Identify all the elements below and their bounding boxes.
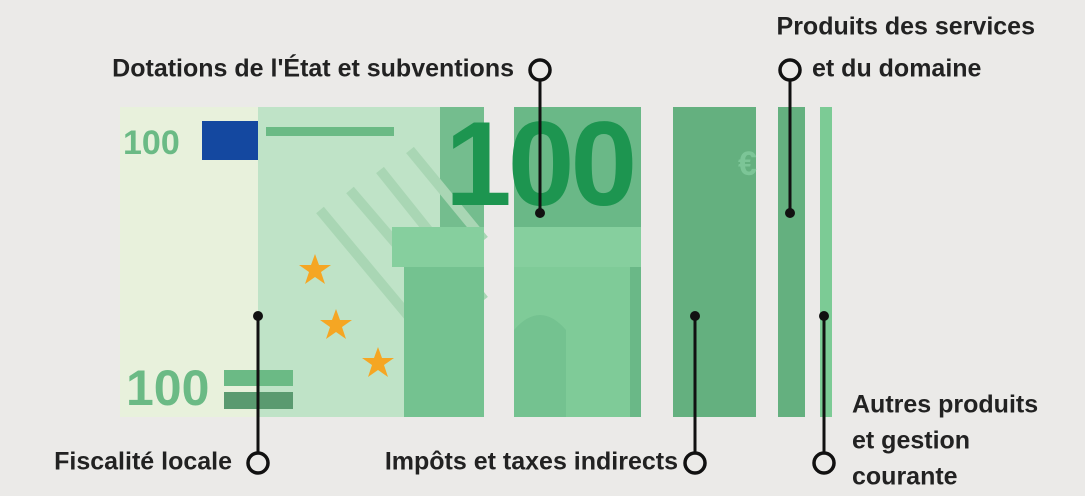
label: Impôts et taxes indirects xyxy=(385,448,678,476)
label: et gestion xyxy=(852,427,970,455)
denomination: 100 xyxy=(123,124,180,162)
currency: € xyxy=(738,145,757,183)
label: Fiscalité locale xyxy=(54,448,232,476)
arch-pillar xyxy=(404,267,484,417)
label: Produits des services xyxy=(777,13,1035,41)
illustration: 100 100 100 € Fiscalité locale Dotations… xyxy=(0,0,1085,496)
label: courante xyxy=(852,463,958,491)
arch-top xyxy=(392,227,484,267)
label: et du domaine xyxy=(812,55,982,83)
label: Dotations de l'État et subventions xyxy=(112,54,514,83)
label: Autres produits xyxy=(852,391,1038,419)
arch-top xyxy=(514,227,641,267)
note-line xyxy=(266,127,394,136)
blue-flag xyxy=(202,121,258,160)
note-segment xyxy=(820,107,832,417)
arch-opening xyxy=(514,315,566,417)
denomination: 100 xyxy=(126,360,209,416)
banknote: 100 100 100 € xyxy=(120,97,832,417)
